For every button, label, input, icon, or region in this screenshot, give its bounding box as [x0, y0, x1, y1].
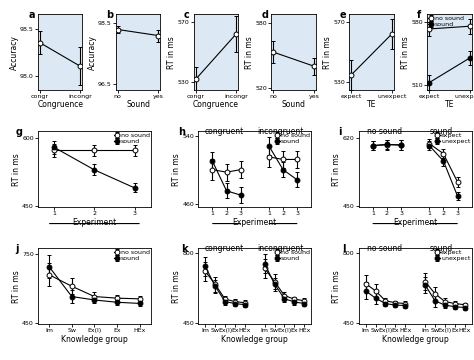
- X-axis label: Experiment: Experiment: [233, 217, 277, 226]
- Text: f: f: [418, 10, 421, 20]
- Legend: no sound, sound: no sound, sound: [428, 15, 464, 28]
- Text: sound: sound: [429, 244, 453, 253]
- Text: e: e: [339, 10, 346, 20]
- X-axis label: Experiment: Experiment: [72, 217, 117, 226]
- Text: a: a: [28, 10, 35, 20]
- Legend: no sound, sound: no sound, sound: [114, 132, 150, 145]
- Text: sound: sound: [429, 127, 453, 136]
- X-axis label: Knowledge group: Knowledge group: [61, 334, 128, 343]
- Text: h: h: [178, 127, 185, 137]
- X-axis label: Sound: Sound: [126, 100, 150, 109]
- Legend: expect, unexpect: expect, unexpect: [434, 132, 471, 145]
- Text: d: d: [262, 10, 269, 20]
- X-axis label: Knowledge group: Knowledge group: [382, 334, 448, 343]
- Text: congruent: congruent: [205, 244, 244, 253]
- Y-axis label: RT in ms: RT in ms: [12, 270, 20, 303]
- X-axis label: Sound: Sound: [282, 100, 306, 109]
- Text: no sound: no sound: [367, 244, 402, 253]
- Text: incongruent: incongruent: [257, 244, 304, 253]
- Y-axis label: RT in ms: RT in ms: [332, 270, 341, 303]
- X-axis label: Congruence: Congruence: [37, 100, 83, 109]
- X-axis label: Congruence: Congruence: [193, 100, 239, 109]
- X-axis label: TE: TE: [445, 100, 454, 109]
- Text: no sound: no sound: [367, 127, 402, 136]
- Y-axis label: RT in ms: RT in ms: [172, 153, 181, 185]
- Text: c: c: [184, 10, 190, 20]
- Text: j: j: [15, 244, 19, 254]
- Y-axis label: RT in ms: RT in ms: [167, 36, 176, 68]
- Text: g: g: [15, 127, 22, 137]
- Text: incongruent: incongruent: [257, 127, 304, 136]
- Legend: no sound, sound: no sound, sound: [274, 249, 310, 262]
- Legend: expect, unexpect: expect, unexpect: [434, 249, 471, 262]
- Y-axis label: RT in ms: RT in ms: [12, 153, 20, 185]
- Legend: no sound, sound: no sound, sound: [114, 249, 150, 262]
- Y-axis label: Accuracy: Accuracy: [9, 35, 18, 69]
- Text: k: k: [182, 244, 188, 254]
- Text: b: b: [106, 10, 113, 20]
- Y-axis label: RT in ms: RT in ms: [401, 36, 410, 68]
- Text: i: i: [338, 127, 342, 137]
- Y-axis label: Accuracy: Accuracy: [88, 35, 97, 69]
- Y-axis label: RT in ms: RT in ms: [172, 270, 181, 303]
- Text: l: l: [342, 244, 345, 254]
- X-axis label: Experiment: Experiment: [393, 217, 438, 226]
- X-axis label: Knowledge group: Knowledge group: [221, 334, 288, 343]
- Text: congruent: congruent: [205, 127, 244, 136]
- Y-axis label: RT in ms: RT in ms: [332, 153, 341, 185]
- X-axis label: TE: TE: [367, 100, 376, 109]
- Y-axis label: RT in ms: RT in ms: [323, 36, 332, 68]
- Legend: no sound, sound: no sound, sound: [274, 132, 310, 145]
- Y-axis label: RT in ms: RT in ms: [245, 36, 254, 68]
